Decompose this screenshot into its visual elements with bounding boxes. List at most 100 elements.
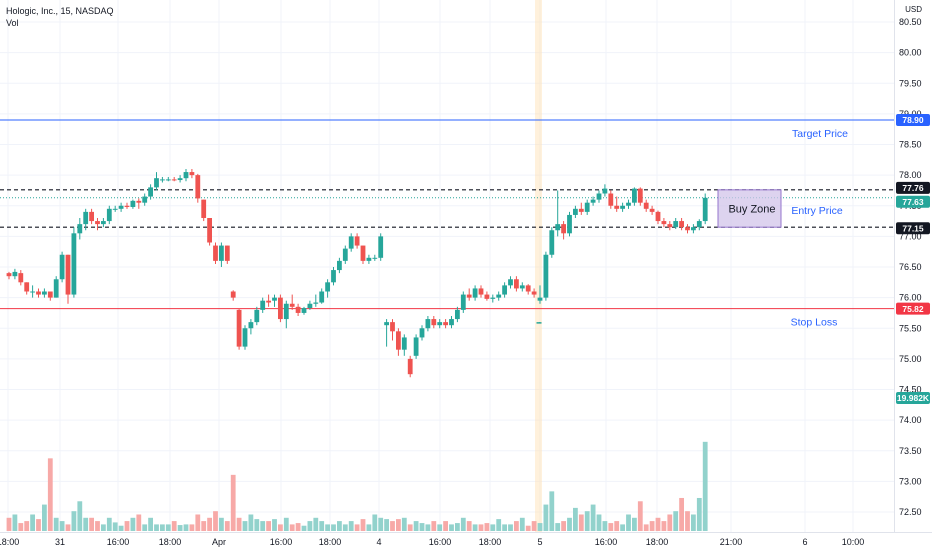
candle-body <box>142 196 148 203</box>
candle-body <box>12 271 18 277</box>
candle-body <box>573 208 578 215</box>
chart-legend: Hologic, Inc., 15, NASDAQ Vol <box>6 5 114 29</box>
volume-bar <box>537 523 543 531</box>
symbol-title: Hologic, Inc., 15, NASDAQ <box>6 6 114 16</box>
volume-bar <box>496 519 502 531</box>
candle-body <box>6 273 12 277</box>
candle-body <box>425 319 431 329</box>
candle-body <box>360 245 366 261</box>
candle-body <box>649 208 655 212</box>
upper-price-badge <box>896 181 930 194</box>
volume-bar <box>449 524 454 531</box>
candle-body <box>260 300 266 310</box>
volume-bar <box>661 521 667 531</box>
volume-bar <box>354 524 360 531</box>
candle-body <box>301 308 307 313</box>
volume-bar <box>266 521 271 531</box>
volume-label: Vol <box>6 18 19 28</box>
time-axis[interactable]: 18:00 31 16:00 18:00 Apr 16:00 18:00 4 16:00 18:0… <box>0 537 864 547</box>
volume-bar <box>525 525 531 531</box>
candle-body <box>289 303 295 307</box>
candle-body <box>295 306 301 313</box>
lower-price-badge <box>896 222 930 235</box>
price-tick-label: 80.50 <box>899 17 922 27</box>
candle-body <box>230 291 236 298</box>
candle-body <box>696 221 702 228</box>
volume-bar <box>230 474 236 531</box>
candle-body <box>466 294 472 298</box>
price-tick-label: 78.00 <box>899 170 922 180</box>
price-axis[interactable]: 80.5080.0079.5079.0078.5078.0077.5077.00… <box>899 17 922 517</box>
price-tick-label: 79.00 <box>899 109 922 119</box>
price-tick-label: 76.50 <box>899 262 922 272</box>
volume-bar <box>643 524 649 531</box>
buy-zone-label: Buy Zone <box>728 204 775 216</box>
candle-body <box>655 211 661 222</box>
time-tick-label: Apr <box>212 537 226 547</box>
volume-bar <box>649 521 655 531</box>
price-tick-label: 73.50 <box>899 446 922 456</box>
volume-bar <box>543 504 549 531</box>
volume-bar <box>484 523 490 531</box>
grid <box>0 0 894 532</box>
candle-body <box>130 200 136 207</box>
volume-bar <box>348 521 354 531</box>
last-price-badge <box>896 195 930 208</box>
candle-body <box>549 230 555 255</box>
price-tick-label: 74.00 <box>899 415 922 425</box>
volume-bar <box>65 524 71 531</box>
volume-bar <box>289 524 295 531</box>
volume-bar <box>425 524 431 531</box>
volume-bar <box>460 517 466 531</box>
candle-body <box>437 322 443 326</box>
candle-body <box>455 309 460 320</box>
volume-bar <box>508 524 513 531</box>
candle-body <box>407 358 413 375</box>
candle-body <box>337 260 342 271</box>
volume-bar <box>419 523 425 531</box>
candle-body <box>236 309 242 347</box>
candle-body <box>555 224 561 231</box>
volume-bar <box>106 517 112 531</box>
candle-body <box>77 224 83 234</box>
volume-bar <box>165 524 171 531</box>
candle-body <box>637 188 643 203</box>
candle-body <box>537 297 543 301</box>
candle-body <box>106 208 112 222</box>
volume-bar <box>6 517 12 531</box>
candle-body <box>160 179 165 181</box>
time-tick-label: 18:00 <box>319 537 342 547</box>
candle-body <box>590 199 596 203</box>
candle-body <box>201 199 207 218</box>
candle-body <box>679 221 684 228</box>
price-tick-label: 78.50 <box>899 140 922 150</box>
currency-label: USD <box>905 5 922 14</box>
candlesticks <box>6 169 708 378</box>
candle-body <box>519 285 525 289</box>
candle-body <box>431 319 437 326</box>
volume-bar <box>301 525 307 531</box>
candle-body <box>183 172 189 179</box>
candle-body <box>136 200 142 203</box>
volume-bar <box>112 522 118 531</box>
candle-body <box>525 285 531 292</box>
upper-price-badge-text: 77.76 <box>902 183 924 193</box>
volume-bar <box>401 517 407 531</box>
volume-bar <box>584 511 590 531</box>
candle-body <box>702 197 708 222</box>
buy-zone-box[interactable] <box>717 189 782 228</box>
time-tick-label: 18:00 <box>0 537 19 547</box>
time-tick-label: 16:00 <box>107 537 130 547</box>
volume-bar <box>30 514 35 531</box>
buy-zone[interactable]: Buy Zone <box>717 189 782 228</box>
volume-bar <box>101 524 106 531</box>
candle-body <box>71 233 77 295</box>
candle-body <box>620 205 625 209</box>
volume-bar <box>702 441 708 531</box>
candle-body <box>65 254 71 295</box>
time-tick-label: 18:00 <box>479 537 502 547</box>
time-tick-label: 18:00 <box>646 537 669 547</box>
candle-body <box>24 282 30 292</box>
candle-body <box>89 211 94 222</box>
